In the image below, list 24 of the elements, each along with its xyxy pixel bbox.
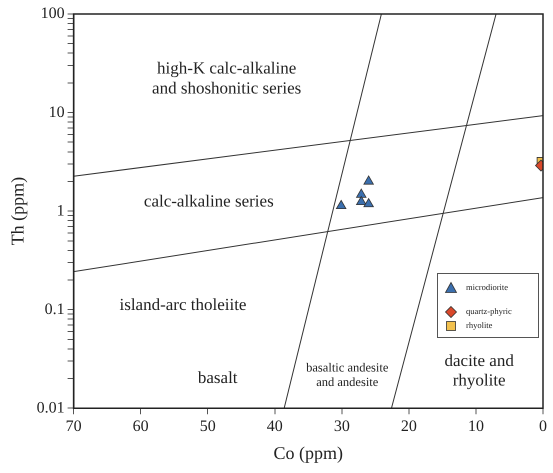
x-tick-label: 10: [468, 418, 484, 436]
y-tick-label: 0.1: [44, 300, 65, 318]
x-tick-label: 30: [334, 418, 350, 436]
annotation: basaltic andesite and andesite: [306, 360, 389, 389]
legend-label: microdiorite: [466, 282, 508, 294]
x-tick-label: 20: [400, 418, 417, 436]
annotation: island-arc tholeiite: [119, 295, 246, 314]
annotation: high-K calc-alkaline and shoshonitic series: [152, 58, 302, 98]
y-tick-label: 1: [56, 202, 65, 220]
x-tick-label: 0: [539, 418, 547, 436]
legend-label: rhyolite: [466, 320, 492, 332]
x-axis-title: Co (ppm): [274, 442, 344, 463]
x-tick-label: 40: [266, 418, 283, 436]
y-tick-label: 0.01: [36, 399, 65, 416]
x-tick-label: 50: [200, 418, 216, 436]
x-tick-label: 70: [66, 418, 82, 436]
y-axis-title: Th (ppm): [8, 176, 28, 246]
annotation: calc-alkaline series: [144, 192, 274, 210]
annotation: dacite and rhyolite: [444, 350, 514, 390]
x-tick-label: 60: [132, 418, 149, 436]
y-tick-label: 10: [48, 104, 65, 121]
legend-label: quartz-phyric: [466, 306, 512, 318]
y-tick-label: 100: [40, 5, 65, 22]
annotation: basalt: [198, 368, 238, 388]
